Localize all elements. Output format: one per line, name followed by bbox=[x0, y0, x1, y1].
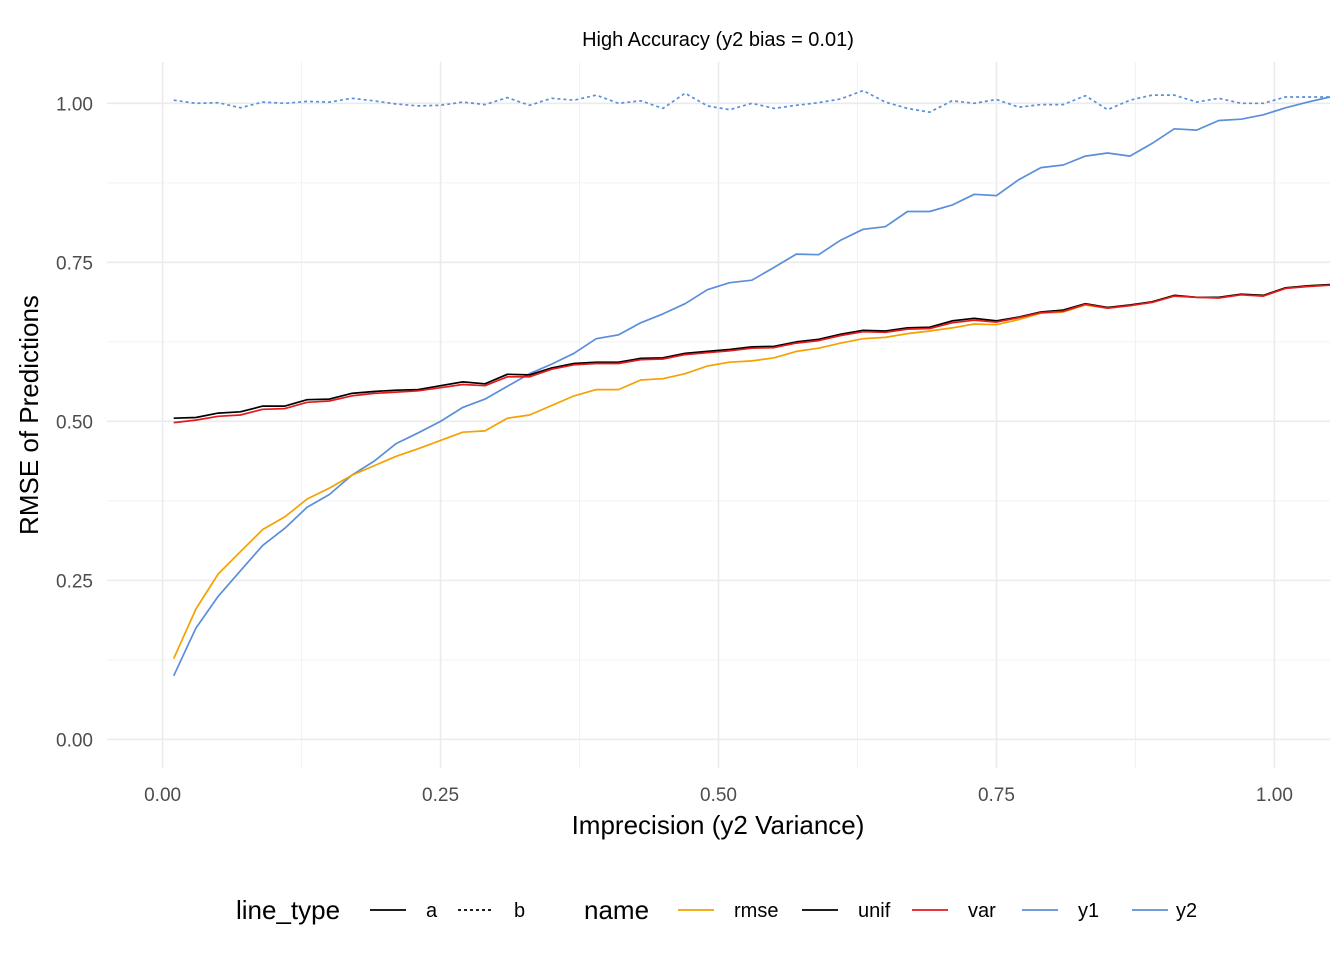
legend: line_type a b name rmse unif var y1 y2 bbox=[236, 895, 1197, 925]
legend-label-var: var bbox=[968, 900, 996, 922]
legend-title: name bbox=[584, 895, 649, 925]
legend-label-a: a bbox=[426, 900, 438, 922]
y-tick-label: 0.50 bbox=[56, 412, 93, 433]
legend-label-y1: y1 bbox=[1078, 900, 1099, 922]
legend-label-y2: y2 bbox=[1176, 900, 1197, 922]
x-tick-label: 0.50 bbox=[700, 785, 737, 806]
legend-group-line_type: line_type a b bbox=[236, 895, 525, 925]
x-axis-tick-labels: 0.00 0.25 0.50 0.75 1.00 bbox=[144, 785, 1293, 806]
legend-label-rmse: rmse bbox=[734, 900, 778, 922]
y-tick-label: 0.00 bbox=[56, 730, 93, 751]
x-tick-label: 0.25 bbox=[422, 785, 459, 806]
chart-title: High Accuracy (y2 bias = 0.01) bbox=[582, 29, 854, 51]
y-axis-tick-labels: 0.00 0.25 0.50 0.75 1.00 bbox=[56, 94, 93, 751]
legend-group-name: name rmse unif var y1 y2 bbox=[584, 895, 1197, 925]
y-axis-title: RMSE of Predictions bbox=[14, 295, 44, 535]
series-line-unif bbox=[173, 283, 1331, 420]
series-line-var bbox=[173, 284, 1331, 424]
series-line-rmse bbox=[172, 283, 1331, 659]
y-tick-label: 0.75 bbox=[56, 253, 93, 274]
x-tick-label: 0.75 bbox=[978, 785, 1015, 806]
series-lines bbox=[172, 89, 1331, 677]
series-line-y1 bbox=[173, 89, 1330, 114]
x-tick-label: 0.00 bbox=[144, 785, 181, 806]
x-tick-label: 1.00 bbox=[1256, 785, 1293, 806]
legend-label-unif: unif bbox=[858, 900, 891, 922]
legend-title: line_type bbox=[236, 895, 340, 925]
legend-label-b: b bbox=[514, 900, 525, 922]
major-gridlines bbox=[107, 62, 1330, 768]
y-tick-label: 0.25 bbox=[56, 571, 93, 592]
series-line-y2 bbox=[172, 96, 1331, 677]
x-axis-title: Imprecision (y2 Variance) bbox=[572, 810, 865, 840]
y-tick-label: 1.00 bbox=[56, 94, 93, 115]
